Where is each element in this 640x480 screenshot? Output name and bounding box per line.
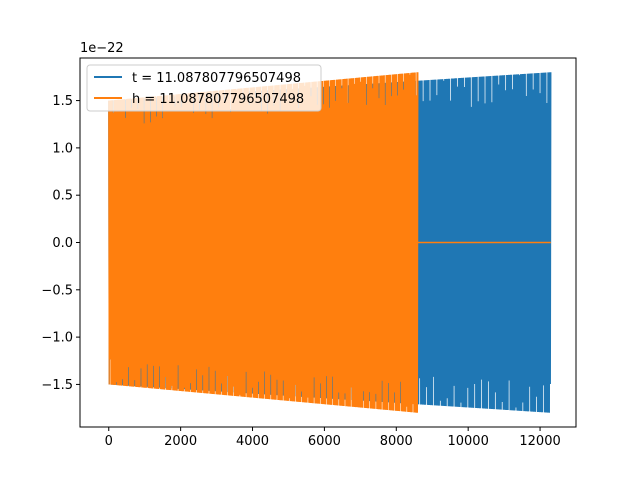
- x-tick-label: 10000: [447, 434, 488, 449]
- x-axis: 0 2000 4000 6000 8000 10000 12000: [105, 427, 561, 449]
- y-tick-label: −1.0: [41, 331, 73, 346]
- legend-entry-t: t = 11.087807796507498: [132, 71, 301, 86]
- y-tick-label: −0.5: [41, 283, 73, 298]
- y-offset-label: 1e−22: [80, 41, 124, 56]
- x-tick-label: 8000: [380, 434, 413, 449]
- x-tick-label: 2000: [164, 434, 197, 449]
- x-tick-label: 6000: [308, 434, 341, 449]
- x-tick-label: 4000: [236, 434, 269, 449]
- y-tick-label: 0.0: [52, 236, 73, 251]
- y-tick-label: 1.5: [52, 94, 73, 109]
- series-layer: [108, 72, 552, 413]
- y-tick-label: −1.5: [41, 378, 73, 393]
- series-line-h: [108, 72, 419, 413]
- legend-entry-h: h = 11.087807796507498: [132, 92, 304, 107]
- x-tick-label: 12000: [519, 434, 560, 449]
- legend: t = 11.087807796507498 h = 11.0878077965…: [86, 64, 322, 112]
- legend-box: [86, 64, 322, 112]
- y-tick-label: 1.0: [52, 141, 73, 156]
- y-axis: −1.5 −1.0 −0.5 0.0 0.5 1.0 1.5: [41, 94, 80, 393]
- x-tick-label: 0: [105, 434, 113, 449]
- y-tick-label: 0.5: [52, 189, 73, 204]
